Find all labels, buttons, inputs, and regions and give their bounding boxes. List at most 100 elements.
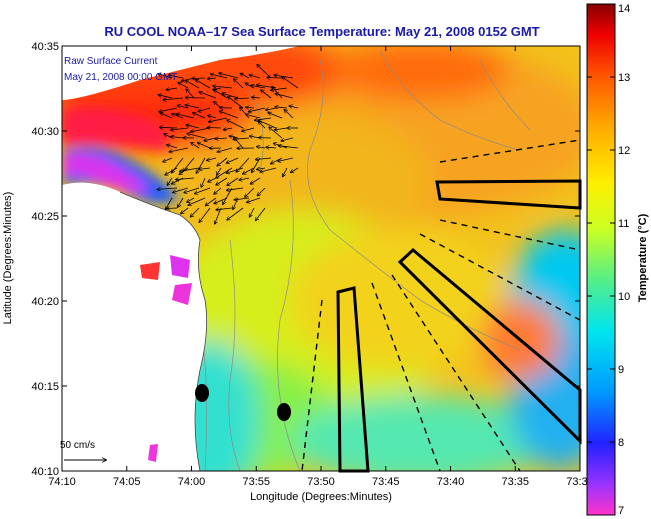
current-vector [192,78,206,79]
current-vector [171,137,184,139]
current-vector [258,120,277,129]
current-vector [234,198,250,200]
current-vector [167,145,178,149]
current-vector [169,75,184,79]
current-vector [275,128,288,130]
current-vector [208,116,217,119]
current-vector [214,90,228,99]
current-vector [169,147,189,152]
current-vector [223,187,233,204]
current-vector [215,207,222,224]
current-vector [291,167,299,173]
x-tick-label: 73:35 [501,476,529,488]
current-vector [233,138,250,139]
station-marker [195,384,209,402]
current-vector [256,207,266,220]
surface-current-vectors [157,65,299,224]
current-vector [213,86,233,89]
current-vector [226,157,239,163]
current-vector [239,178,250,180]
current-vector [246,114,261,119]
y-tick-label: 40:20 [31,296,59,308]
sst-field [62,46,580,471]
current-vector [193,113,206,119]
y-tick-label: 40:30 [31,126,59,138]
current-vector [208,78,217,79]
current-vector [216,177,228,185]
current-vector [172,157,184,173]
current-vector [261,90,272,99]
current-vector [171,127,189,130]
current-vector [211,74,228,79]
current-vector [167,208,178,209]
current-vector [278,146,299,149]
current-vector [227,120,244,129]
colorbar-tick-label: 8 [618,437,624,449]
current-vector [207,128,222,129]
current-vector [215,138,228,139]
colorbar-ticks: 14 13 12 11 10 9 8 7 [587,3,630,517]
current-vector [196,157,206,173]
current-vector [278,157,294,161]
current-vector [268,113,283,119]
x-tick-label: 73:55 [242,476,270,488]
current-vector [242,127,255,131]
current-vector [281,137,294,141]
y-tick-label: 40:15 [31,381,59,393]
current-vector [227,187,244,190]
current-vector [176,114,195,119]
current-vector [198,143,211,149]
current-vector [249,75,261,79]
current-vector [160,113,173,119]
current-vector [204,137,217,141]
current-vector [178,83,189,89]
current-vector [283,167,288,177]
current-vector [163,157,173,162]
current-vector [227,207,244,220]
x-tick-label: 73:50 [307,476,335,488]
legend-current-label: Raw Surface Current [64,56,158,67]
current-vector [228,97,244,109]
current-vector [186,89,195,99]
current-vector [250,207,255,217]
current-vector [226,167,244,173]
x-axis: 74:10 74:05 74:00 73:55 73:50 73:45 73:40 73:35… [48,46,594,488]
current-vector [201,177,206,187]
current-vector [178,197,184,207]
x-axis-label: Longitude (Degrees:Minutes) [250,491,392,503]
current-vector [257,168,266,170]
current-vector [219,73,239,79]
y-axis-label: Latitude (Degrees:Minutes) [2,192,14,325]
current-vector [275,107,288,108]
current-vector [223,128,233,130]
current-vector [191,143,200,149]
x-tick-label: 73:45 [372,476,400,488]
colorbar-tick-label: 14 [618,3,630,15]
current-vector [246,107,255,108]
y-tick-label: 40:35 [31,41,59,53]
current-vector [173,187,189,193]
x-tick-label: 74:10 [48,476,76,488]
current-vector [163,98,184,100]
current-vector [184,187,200,193]
current-vector [199,92,217,99]
x-tick-label: 74:05 [113,476,141,488]
current-vector [289,106,299,108]
current-vector [191,207,200,217]
current-vector [166,88,178,90]
bathymetry-contours [199,49,531,471]
current-vector [275,94,294,99]
current-vector [267,78,283,79]
current-vector [198,107,211,112]
current-vector [236,157,250,172]
current-vector [199,207,211,222]
current-vector [235,98,250,99]
current-vector [157,188,178,189]
colorbar-tick-label: 7 [618,505,624,517]
current-vector [257,147,266,148]
colorbar-tick-label: 10 [618,291,630,303]
legend-current-date: May 21, 2008 00:00 GMT [64,72,177,83]
current-vector [252,97,261,98]
current-vector [158,95,173,99]
